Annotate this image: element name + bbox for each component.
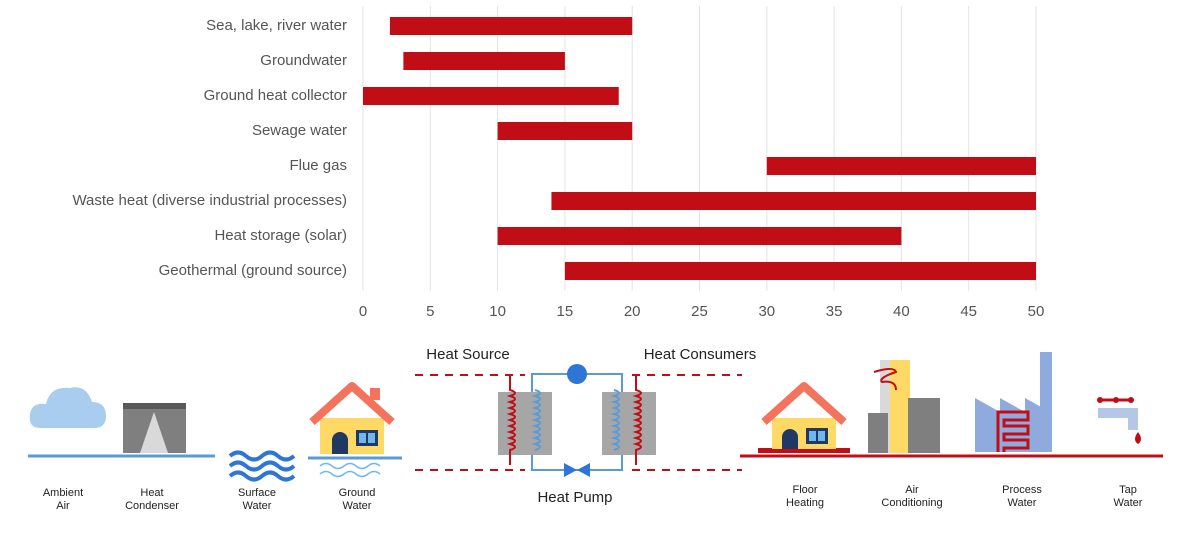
icon-label: Water	[243, 500, 272, 512]
heat-pump-label: Heat Pump	[537, 489, 612, 506]
pump-icon	[567, 364, 587, 384]
tap-icon	[1097, 397, 1141, 444]
icon-label: Water	[1114, 497, 1143, 509]
x-tick-label: 20	[624, 303, 641, 320]
chart: 0 5 10 15 20 25 30 35 40 45 50 Sea, lake, river wat…	[72, 6, 1044, 320]
coils	[506, 375, 642, 465]
icon-label: Surface	[238, 487, 276, 499]
x-tick-label: 45	[960, 303, 977, 320]
icon-label: Ground	[339, 487, 376, 499]
heat-exchanger	[602, 392, 656, 455]
category-label: Sea, lake, river water	[206, 17, 347, 34]
x-tick-label: 0	[359, 303, 367, 320]
bar	[497, 122, 633, 140]
condenser-detail	[140, 412, 168, 453]
category-label: Heat storage (solar)	[214, 227, 347, 244]
bar	[389, 17, 633, 35]
bar	[403, 52, 565, 70]
x-tick-label: 10	[489, 303, 506, 320]
x-tick-label: 40	[893, 303, 910, 320]
x-tick-label: 50	[1028, 303, 1045, 320]
house-icon	[758, 382, 850, 453]
building-icon	[868, 360, 940, 453]
diagram: Heat Source Heat Consumers Heat Pump	[28, 346, 1163, 512]
icon-label: Water	[343, 500, 372, 512]
diagram-labels: AmbientAirHeatCondenserSurfaceWaterGroun…	[43, 484, 1143, 512]
category-label: Geothermal (ground source)	[159, 262, 347, 279]
house-icon	[309, 382, 395, 478]
bar	[497, 227, 902, 245]
valve-icon	[564, 463, 590, 477]
category-label: Ground heat collector	[204, 87, 347, 104]
icon-label: Water	[1008, 497, 1037, 509]
icon-label: Air	[905, 484, 919, 496]
x-tick-label: 30	[758, 303, 775, 320]
x-tick-label: 5	[426, 303, 434, 320]
icon-label: Process	[1002, 484, 1042, 496]
bar	[564, 262, 1036, 280]
icon-label: Conditioning	[881, 497, 942, 509]
category-label: Waste heat (diverse industrial processes…	[72, 192, 347, 209]
x-tick-label: 35	[826, 303, 843, 320]
bar	[766, 157, 1036, 175]
icon-label: Floor	[792, 484, 817, 496]
dashed-line	[415, 374, 742, 471]
category-label: Flue gas	[289, 157, 347, 174]
category-label: Groundwater	[260, 52, 347, 69]
bar	[551, 192, 1036, 210]
bar	[363, 87, 619, 105]
icon-label: Air	[56, 500, 70, 512]
condenser-top	[123, 403, 186, 409]
icon-label: Condenser	[125, 500, 179, 512]
x-tick-label: 15	[557, 303, 574, 320]
factory-icon	[975, 352, 1052, 452]
icon-label: Ambient	[43, 487, 83, 499]
icon-label: Heating	[786, 497, 824, 509]
icon-label: Heat	[140, 487, 163, 499]
icon-label: Tap	[1119, 484, 1137, 496]
heat-consumers-label: Heat Consumers	[644, 346, 757, 363]
x-tick-label: 25	[691, 303, 708, 320]
waves-icon	[228, 450, 296, 482]
cloud-icon	[29, 387, 106, 428]
heat-source-label: Heat Source	[426, 346, 509, 363]
category-label: Sewage water	[252, 122, 347, 139]
heat-exchanger	[498, 392, 552, 455]
